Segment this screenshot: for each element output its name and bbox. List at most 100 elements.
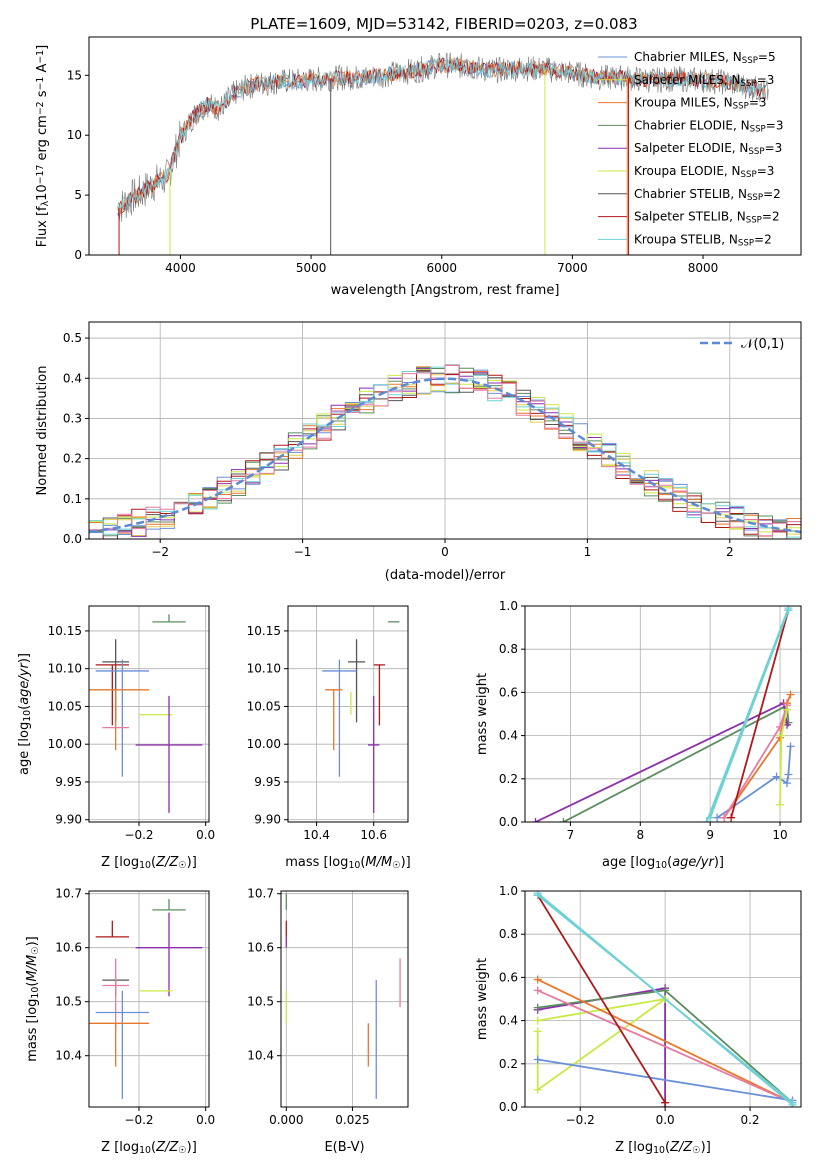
y-tick-label: 0.4 [63,371,82,385]
plot-area [117,52,769,255]
y-tick-label: 10 [67,128,82,142]
y-tick-label: 10.4 [55,1049,82,1063]
x-tick-label: 7 [567,828,575,842]
y-tick-label: 0.8 [499,642,518,656]
axes-frame [88,605,210,823]
x-tick-label: 0.2 [740,1113,759,1127]
x-axis-label: Z [log10(Z/Z☉)] [101,855,197,871]
chart-mass-weight-vs-metallicity: −0.2 0.0 0.2 0.0 0.2 0.4 0.6 0.8 1.0 Z [log10(Z/Z… [475,884,802,1156]
chart-mass-vs-extinction: 0.000 0.025 10.4 10.5 10.6 10.7 E(B-V) [247,887,409,1155]
weight-point-marker [772,772,781,781]
y-tick-label: 1.0 [499,599,518,613]
x-tick-label: 5000 [296,261,327,275]
y-axis-label: mass weight [475,673,490,755]
y-tick-label: 10.6 [55,941,82,955]
y-axis-label: Flux [fλ10−17 erg cm−2 s−1 A−1] [35,45,51,247]
weight-point-marker [776,800,785,809]
y-tick-label: 0.1 [63,492,82,506]
model-spectrum-line [117,58,767,214]
x-axis-label: Z [log10(Z/Z☉)] [101,1140,197,1156]
y-tick-label: 0.4 [499,729,518,743]
weight-series-line [562,703,790,822]
y-tick-label: 10.6 [247,941,274,955]
y-tick-label: 0.6 [499,685,518,699]
chart-age-vs-mass: 10.4 10.6 9.90 9.95 10.00 10.05 10.10 10.15 mass… [247,605,411,871]
weight-point-marker [788,1098,797,1107]
observed-spectrum-line [117,52,769,224]
legend-label: Chabrier MILES, NSSP=5 [634,50,776,66]
axes-frame [88,36,802,256]
y-tick-label: 10.4 [247,1049,274,1063]
weight-series-line [537,1058,793,1102]
y-tick-label: 5 [74,188,82,202]
x-tick-label: 0.000 [269,1113,303,1127]
weight-point-marker [533,1027,542,1036]
histogram-step [89,369,801,539]
x-tick-label: −0.2 [124,1113,153,1127]
weight-series-line [535,701,788,822]
weight-point-marker [784,770,793,779]
y-tick-label: 9.90 [254,813,281,827]
x-tick-label: −0.2 [566,1113,595,1127]
y-tick-label: 9.95 [254,775,281,789]
y-tick-label: 0.6 [499,970,518,984]
chart-mass-vs-metallicity: −0.2 0.0 10.4 10.5 10.6 10.7 Z [log10(Z/Z☉)] ma… [25,887,215,1156]
legend-label: Salpeter STELIB, NSSP=2 [634,210,780,226]
legend-label: Kroupa STELIB, NSSP=2 [634,232,772,248]
y-tick-label: 0.3 [63,411,82,425]
weight-series-line [537,987,666,1107]
chart-mass-weight-vs-age: 7 8 9 10 0.0 0.2 0.4 0.6 0.8 1.0 age [log10(age/yr… [475,599,802,871]
y-tick-label: 0.2 [63,452,82,466]
weight-point-marker [784,606,793,615]
y-tick-label: 0.0 [63,532,82,546]
weight-point-marker [533,1003,542,1012]
weight-point-marker [720,813,729,822]
weight-series-line [705,607,790,822]
chart-age-vs-metallicity: −0.2 0.0 9.90 9.95 10.00 10.05 10.10 10.15 Z [lo… [17,605,215,871]
y-tick-label: 9.95 [55,775,82,789]
legend-label: Chabrier STELIB, NSSP=2 [634,187,781,203]
chart-spectrum: 4000 5000 6000 7000 8000 0 5 10 15 wavelength [An… [35,36,802,298]
plot-area [89,364,801,539]
x-tick-label: 4000 [165,261,196,275]
x-tick-label: 0.0 [196,1113,215,1127]
x-tick-label: 0.0 [196,828,215,842]
plot-area [89,614,203,813]
x-axis-label: wavelength [Angstrom, rest frame] [331,283,560,298]
weight-point-marker [661,1098,670,1107]
y-tick-label: 0.2 [499,1057,518,1071]
axes-frame [280,890,409,1108]
weight-point-marker [786,690,795,699]
plot-area [322,621,400,813]
plot-area [533,891,797,1107]
y-tick-label: 10.00 [247,737,281,751]
x-tick-label: 0.0 [656,1113,675,1127]
legend-label: Chabrier ELODIE, NSSP=3 [634,118,783,134]
y-tick-label: 0.0 [499,1100,518,1114]
histogram-step [89,365,801,537]
weight-series-line [723,694,792,819]
weight-point-marker [533,986,542,995]
legend-label: Salpeter MILES, NSSP=3 [634,73,774,89]
y-tick-label: 9.90 [55,813,82,827]
x-axis-label: mass [log10(M/M☉)] [285,855,411,871]
y-tick-label: 0.0 [499,815,518,829]
axes-frame [524,605,802,823]
weight-series-line [730,610,790,818]
y-tick-label: 10.05 [48,699,82,713]
weight-series-line [537,989,793,1104]
y-tick-label: 10.05 [247,699,281,713]
x-tick-label: 6000 [426,261,457,275]
x-tick-label: −2 [151,545,169,559]
y-tick-label: 0.8 [499,927,518,941]
legend-label: Kroupa ELODIE, NSSP=3 [634,164,774,180]
y-axis-label: Normed distribution [35,366,50,496]
x-tick-label: 0.025 [335,1113,369,1127]
weight-point-marker [661,986,670,995]
x-tick-label: −1 [294,545,312,559]
y-tick-label: 0.4 [499,1014,518,1028]
weight-series-line [536,894,666,1104]
y-tick-label: 15 [67,68,82,82]
y-tick-label: 0.2 [499,772,518,786]
weight-point-marker [559,818,568,822]
